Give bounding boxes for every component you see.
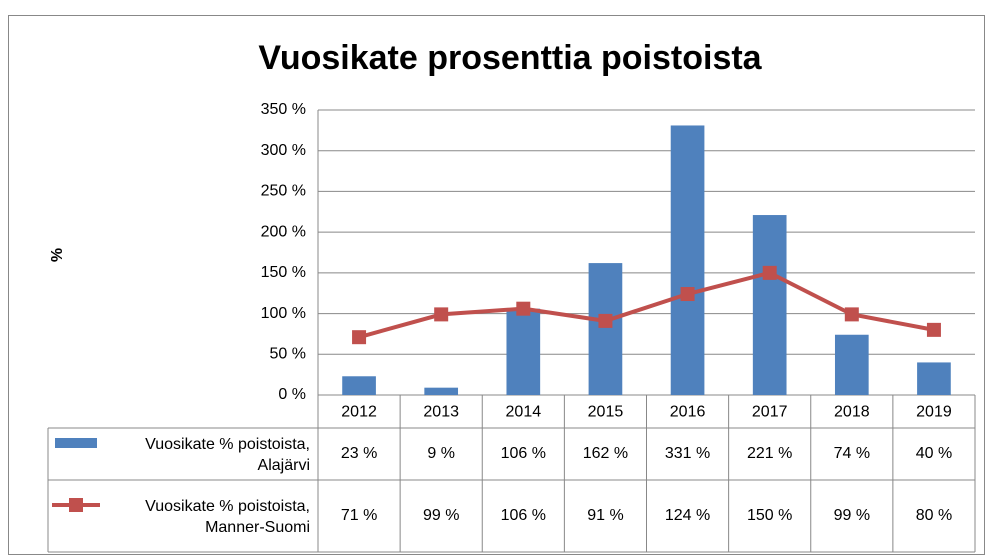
marker: [762, 265, 777, 280]
x-tick-label: 2016: [670, 404, 706, 421]
bar: [506, 308, 541, 395]
marker: [598, 313, 613, 328]
y-tick-label: 250 %: [261, 183, 306, 200]
y-axis-label: %: [49, 248, 66, 262]
x-tick-label: 2012: [341, 404, 377, 421]
y-tick-label: 100 %: [261, 305, 306, 322]
bar: [342, 376, 376, 395]
bar: [752, 215, 787, 395]
data-label: 23 %: [341, 445, 377, 462]
x-tick-label: 2013: [423, 404, 459, 421]
data-label: 162 %: [583, 445, 628, 462]
bar: [670, 125, 705, 395]
marker: [844, 307, 859, 322]
chart-title: Vuosikate prosenttia poistoista: [258, 39, 762, 77]
y-tick-label: 150 %: [261, 264, 306, 281]
data-label: 150 %: [747, 507, 792, 524]
y-tick-label: 300 %: [261, 142, 306, 159]
data-label: 71 %: [341, 507, 377, 524]
line: [358, 270, 935, 340]
x-tick-label: 2018: [834, 404, 870, 421]
legend-entry: Vuosikate % poistoista, Manner-Suomi: [145, 498, 310, 536]
y-tick-label: 200 %: [261, 223, 306, 240]
x-tick-label: 2014: [506, 404, 542, 421]
legend-marker: [69, 498, 83, 512]
data-label: 106 %: [501, 507, 546, 524]
bar: [834, 334, 869, 395]
data-label: 106 %: [501, 445, 546, 462]
legend-label: Vuosikate % poistoista, Manner-Suomi: [145, 498, 310, 536]
data-label: 221 %: [747, 445, 792, 462]
data-label: 40 %: [916, 445, 952, 462]
data-label: 99 %: [834, 507, 870, 524]
data-label: 9 %: [427, 445, 455, 462]
legend-swatch: [55, 438, 97, 448]
legend-label: Vuosikate % poistoista, Alajärvi: [145, 436, 310, 474]
x-tick-label: 2017: [752, 404, 788, 421]
marker: [516, 301, 531, 316]
marker: [680, 287, 695, 302]
data-label: 91 %: [587, 507, 623, 524]
bar: [917, 362, 951, 395]
y-tick-label: 350 %: [261, 101, 306, 118]
x-tick-label: 2015: [588, 404, 624, 421]
bar: [424, 387, 459, 395]
data-label: 331 %: [665, 445, 710, 462]
data-label: 80 %: [916, 507, 952, 524]
x-tick-label: 2019: [916, 404, 952, 421]
bar: [588, 263, 623, 395]
marker: [434, 307, 449, 322]
data-label: 74 %: [834, 445, 870, 462]
y-tick-label: 50 %: [270, 346, 306, 363]
y-tick-label: 0 %: [278, 386, 306, 403]
data-label: 124 %: [665, 507, 710, 524]
data-label: 99 %: [423, 507, 459, 524]
marker: [352, 330, 367, 345]
chart-border: [8, 15, 985, 555]
legend-entry: Vuosikate % poistoista, Alajärvi: [145, 436, 310, 474]
marker: [926, 322, 941, 337]
